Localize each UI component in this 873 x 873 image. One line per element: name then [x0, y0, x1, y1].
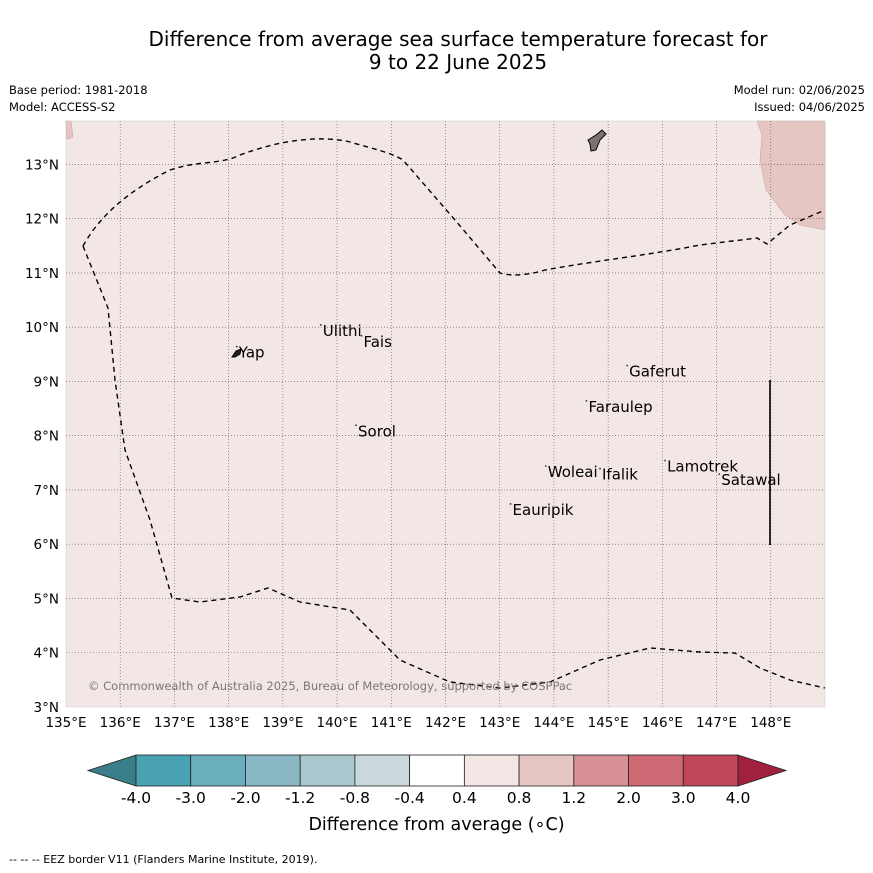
colorbar-over-arrow	[737, 754, 788, 787]
colorbar-tick-label: 3.0	[671, 789, 696, 807]
model-name: Model: ACCESS-S2	[9, 100, 116, 114]
yap-island	[231, 348, 242, 358]
lon-tick-label: 144°E	[533, 715, 574, 731]
atoll-marker	[509, 503, 512, 505]
colorbar-under-arrow	[86, 754, 137, 787]
meta-right: Model run: 02/06/2025 Issued: 04/06/2025	[734, 82, 865, 116]
place-label: Ifalik	[602, 466, 638, 484]
model-run: Model run: 02/06/2025	[733, 83, 865, 97]
meta-left: Base period: 1981-2018 Model: ACCESS-S2	[9, 82, 148, 116]
colorbar-segment	[299, 754, 356, 787]
colorbar-tick-label: -0.8	[340, 789, 370, 807]
colorbar-segment	[245, 754, 301, 787]
colorbar-tick-label: -2.0	[230, 789, 260, 807]
lat-tick-label: 7°N	[34, 483, 59, 499]
eez-footnote: -- -- -- EEZ border V11 (Flanders Marine…	[9, 853, 318, 866]
colorbar-tick-label: -4.0	[121, 789, 151, 807]
atoll-marker	[626, 364, 629, 367]
atoll-marker	[355, 424, 357, 427]
lat-tick-label: 3°N	[34, 700, 59, 716]
lon-tick-label: 140°E	[317, 715, 358, 731]
graticule	[65, 120, 826, 708]
lon-tick-label: 142°E	[425, 715, 466, 731]
atoll-marker	[664, 459, 666, 462]
colorbar-segment	[135, 754, 192, 787]
lat-tick-label: 8°N	[34, 429, 59, 445]
atoll-marker	[718, 473, 721, 476]
eez-border-south	[82, 245, 826, 689]
colorbar-tick-label: -3.0	[176, 789, 206, 807]
lat-tick-label: 4°N	[34, 646, 59, 662]
colorbar	[86, 754, 788, 787]
atoll-marker	[544, 465, 547, 467]
map-frame	[65, 120, 826, 708]
lat-tick-label: 5°N	[34, 591, 59, 607]
colorbar-tick-label: 2.0	[616, 789, 641, 807]
lon-tick-label: 138°E	[208, 715, 249, 731]
colorbar-tick-label: -1.2	[285, 789, 315, 807]
map-title: Difference from average sea surface temp…	[0, 28, 873, 74]
colorbar-segment	[518, 754, 575, 787]
place-label: Sorol	[358, 422, 396, 440]
copyright-notice: © Commonwealth of Australia 2025, Bureau…	[88, 679, 572, 693]
colorbar-tick-label: -0.4	[395, 789, 425, 807]
place-label: Faraulep	[588, 398, 652, 416]
eez-border-north	[82, 138, 826, 276]
lon-tick-label: 147°E	[696, 715, 737, 731]
lon-tick-label: 148°E	[750, 715, 791, 731]
lon-tick-label: 136°E	[100, 715, 141, 731]
place-label: Eauripik	[513, 501, 574, 519]
colorbar-segment	[628, 754, 684, 787]
place-label: Fais	[363, 333, 392, 351]
longitude-ticks: 135°E 136°E 137°E 138°E 139°E 140°E 141°E 142°E…	[45, 715, 791, 731]
colorbar-segment	[409, 754, 465, 787]
atoll-marker	[360, 334, 363, 337]
place-label: Woleai	[548, 463, 598, 481]
lon-tick-label: 146°E	[642, 715, 683, 731]
lon-tick-label: 143°E	[479, 715, 520, 731]
colorbar-label: Difference from average (∘C)	[308, 815, 565, 835]
atoll-marker	[319, 323, 322, 326]
title-line-1: Difference from average sea surface temp…	[148, 27, 768, 51]
lon-tick-label: 141°E	[371, 715, 412, 731]
lat-tick-label: 10°N	[25, 320, 59, 336]
lat-tick-label: 6°N	[34, 537, 59, 553]
latitude-ticks: 3°N 4°N 5°N 6°N 7°N 8°N 9°N 10°N 11°N 12°N 13°N	[25, 157, 59, 716]
lat-tick-label: 9°N	[34, 374, 59, 390]
colorbar-tick-label: 0.4	[452, 789, 477, 807]
colorbar-segment	[682, 754, 739, 787]
colorbar-segment	[573, 754, 629, 787]
colorbar-segment	[190, 754, 246, 787]
lon-tick-label: 139°E	[262, 715, 303, 731]
lon-tick-label: 137°E	[154, 715, 195, 731]
lon-tick-label: 145°E	[588, 715, 629, 731]
atoll-marker	[585, 399, 588, 402]
issued-date: Issued: 04/06/2025	[754, 100, 865, 114]
colorbar-tick-label: 0.8	[507, 789, 532, 807]
lon-tick-label: 135°E	[45, 715, 86, 731]
lat-tick-label: 11°N	[25, 266, 59, 282]
atoll-marker	[599, 467, 601, 470]
place-label: Ulithi	[323, 322, 362, 340]
title-line-2: 9 to 22 June 2025	[368, 50, 548, 74]
colorbar-ticks: -4.0 -3.0 -2.0 -1.2 -0.8 -0.4 0.4 0.8 1.2 2.0 3.0 4…	[121, 789, 750, 807]
base-period: Base period: 1981-2018	[9, 83, 148, 97]
place-label: Gaferut	[629, 363, 686, 381]
guam-island	[587, 129, 607, 152]
place-label: Yap	[238, 344, 265, 362]
colorbar-segment	[463, 754, 520, 787]
colorbar-tick-label: 4.0	[726, 789, 751, 807]
atoll-marker	[235, 345, 238, 348]
lat-tick-label: 12°N	[25, 212, 59, 228]
lat-tick-label: 13°N	[25, 157, 59, 173]
place-label: Lamotrek	[667, 458, 738, 476]
colorbar-segment	[354, 754, 411, 787]
place-label: Satawal	[721, 471, 780, 489]
colorbar-tick-label: 1.2	[561, 789, 586, 807]
